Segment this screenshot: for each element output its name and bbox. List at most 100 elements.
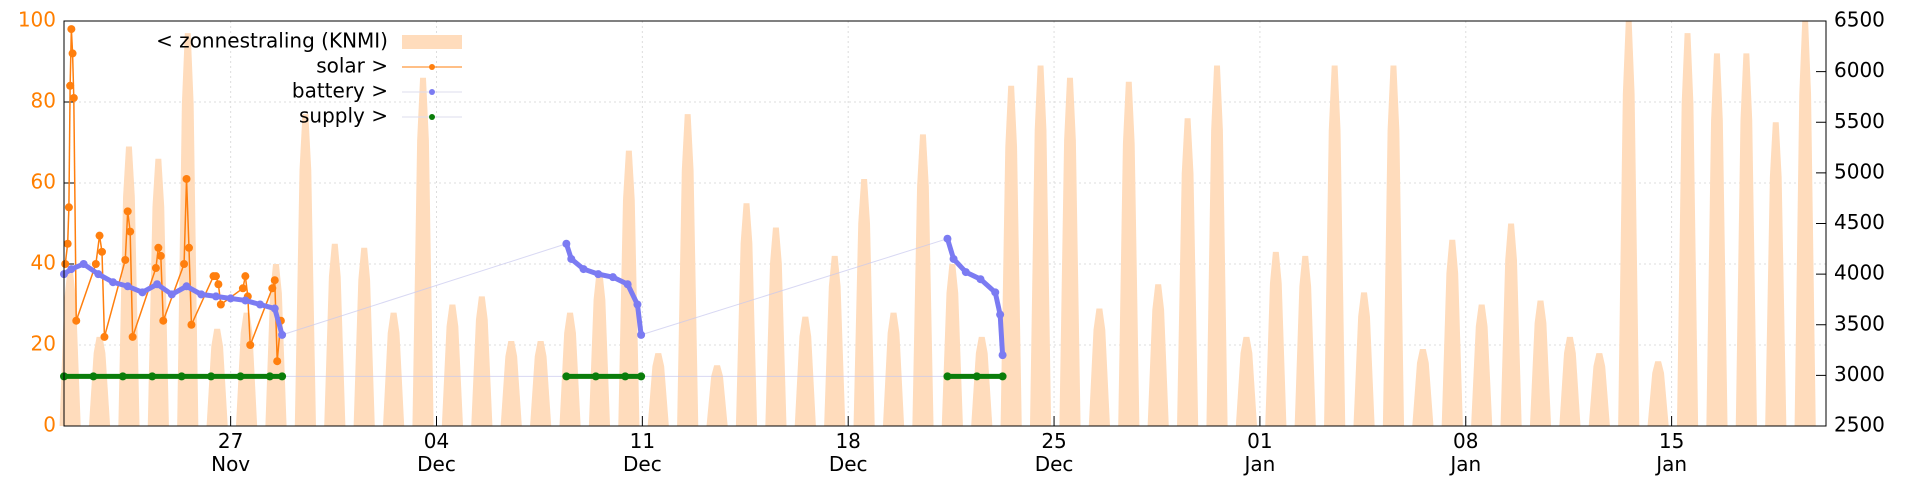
data-point [123,282,132,291]
radiation-day [647,353,669,426]
radiation-day [853,178,875,426]
data-point [118,372,127,381]
radiation-day [794,316,816,426]
data-point [998,372,1007,381]
data-point [241,272,250,281]
series-line [185,178,190,248]
x-tick-label: 27 Nov [211,429,251,476]
radiation-day [530,340,552,426]
radiation-day [1353,292,1375,426]
radiation-day [383,312,405,426]
data-point [109,278,118,287]
series-line [70,29,74,54]
data-point [278,372,287,381]
y2-tick-label: 3500 [1834,311,1885,335]
radiation-day [441,304,464,426]
series-line [103,259,126,338]
y-tick-label: 0 [43,413,56,437]
y2-tick-label: 3000 [1834,362,1885,386]
data-point [207,372,216,381]
data-point [67,265,76,274]
radiation-day [824,255,846,426]
data-point [128,332,137,341]
x-tick-label: 15 Jan [1656,429,1688,476]
data-point [197,290,206,299]
radiation-day [1118,81,1140,426]
data-point [633,300,642,309]
legend-label: solar > [316,54,388,78]
data-point [138,288,147,297]
radiation-day [294,114,316,427]
radiation-day [1059,77,1081,426]
data-point [182,282,191,291]
y2-tick-label: 2500 [1834,413,1885,437]
data-point [182,174,191,183]
data-point [184,243,193,252]
radiation-day [971,336,993,426]
radiation-day [1177,118,1199,426]
data-point [159,316,168,325]
series-line [247,296,251,346]
data-point [216,300,225,309]
series-line [95,235,101,265]
y-tick-label: 40 [31,251,56,275]
radiation-day [471,296,493,426]
series-line [190,275,215,326]
radiation-day [1676,33,1699,427]
y2-tick-label: 4000 [1834,261,1885,285]
radiation-day [1000,85,1022,427]
radiation-day [1794,21,1816,426]
data-point [265,372,274,381]
data-point [608,273,617,282]
radiation-day [559,312,581,426]
series-line [131,267,157,338]
radiation-day [1235,336,1258,426]
data-point [180,260,189,268]
data-point [270,304,279,313]
data-point [998,351,1007,360]
data-point [167,290,176,299]
data-point [148,372,157,381]
data-point [123,207,132,216]
data-point [594,270,603,279]
radiation-day [1324,65,1346,427]
data-point [156,251,165,260]
data-point [63,239,72,248]
data-point [637,330,646,339]
legend-label: < zonnestraling (KNMI) [156,29,388,53]
data-point [79,260,88,268]
radiation-day [1647,361,1669,426]
radiation-day [735,203,758,426]
radiation-day [588,272,611,426]
radiation-day [1559,336,1581,426]
data-point [972,372,981,381]
legend: < zonnestraling (KNMI)solar >battery >su… [156,29,462,128]
data-point [949,254,958,263]
series-line [75,263,97,321]
data-point [177,372,186,381]
radiation-day [1618,21,1640,426]
radiation-day [706,365,728,426]
data-point [66,81,75,90]
legend-point [429,64,435,70]
data-point [943,372,952,381]
radiation-day [1588,353,1610,426]
data-point [226,294,235,303]
radiation-day [353,247,375,426]
data-point [121,255,130,264]
series-2 [60,234,1007,360]
data-point [94,270,103,279]
radiation-day [1029,65,1052,427]
legend-label: supply > [299,104,388,128]
data-point [69,93,78,102]
series-line [124,211,129,260]
x-tick-label: 01 Jan [1244,429,1276,476]
legend-label: battery > [292,79,388,103]
x-tick-label: 04 Dec [417,429,456,476]
radiation-day [882,312,905,426]
radiation-day [1412,349,1434,426]
legend-point [429,114,435,120]
data-point [211,272,220,281]
radiation-day [1471,304,1493,426]
radiation-day [1735,53,1757,427]
